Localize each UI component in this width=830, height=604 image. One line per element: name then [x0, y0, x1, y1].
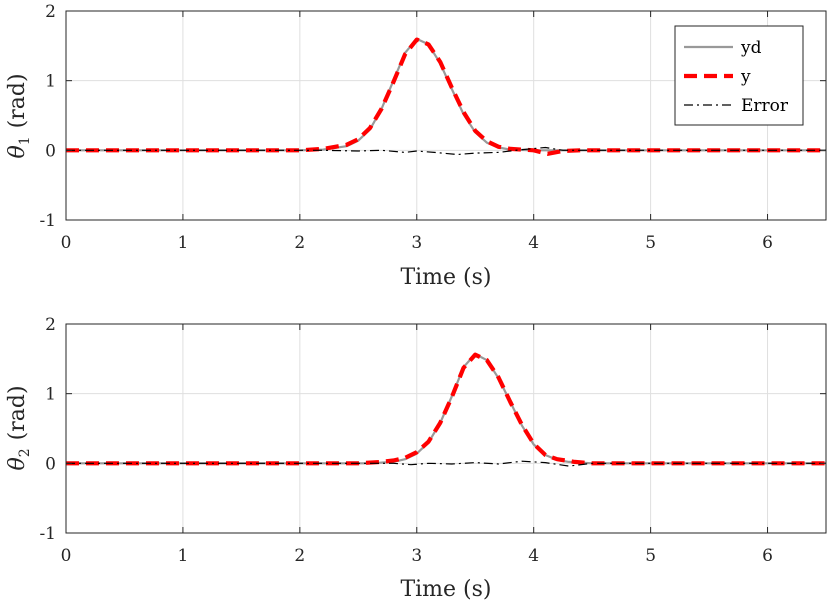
- legend-label-y: y: [740, 67, 751, 87]
- x-tick-label: 6: [762, 233, 773, 253]
- y-tick-label: 2: [45, 2, 56, 22]
- x-tick-label: 6: [762, 546, 773, 566]
- x-tick-label: 0: [61, 546, 72, 566]
- y-tick-label: 0: [45, 454, 56, 474]
- y-tick-label: -1: [39, 211, 56, 231]
- x-tick-label: 0: [61, 233, 72, 253]
- y-axis-label-symbol: θ: [5, 457, 30, 470]
- x-tick-label: 4: [528, 546, 539, 566]
- x-tick-label: 3: [411, 233, 422, 253]
- x-axis-label: Time (s): [400, 265, 491, 290]
- y-tick-label: 0: [45, 141, 56, 161]
- series-line-y: [66, 352, 826, 466]
- y-axis-label-unit: (rad): [5, 73, 30, 128]
- x-tick-label: 2: [294, 546, 305, 566]
- x-axis-label: Time (s): [400, 577, 491, 602]
- y-tick-label: -1: [39, 524, 56, 544]
- y-tick-label: 2: [45, 315, 56, 335]
- plot-area: [66, 324, 826, 533]
- y-axis-label: θ2 (rad): [5, 385, 33, 470]
- y-axis-label: θ1 (rad): [5, 73, 33, 158]
- y-tick-label: 1: [45, 72, 56, 92]
- x-tick-label: 5: [645, 233, 656, 253]
- legend: yd y Error: [674, 25, 804, 126]
- x-tick-label: 1: [178, 233, 189, 253]
- y-axis-label-subscript: 1: [17, 136, 33, 145]
- y-axis-label-symbol: θ: [5, 145, 30, 158]
- series-line-y: [66, 37, 826, 156]
- x-tick-label: 1: [178, 546, 189, 566]
- x-tick-label: 5: [645, 546, 656, 566]
- axes-box: [65, 10, 827, 221]
- legend-label-error: Error: [741, 96, 789, 116]
- series-line-error: [66, 460, 826, 467]
- y-tick-label: 1: [45, 385, 56, 405]
- y-axis-label-subscript: 2: [17, 448, 33, 457]
- legend-label-yd: yd: [740, 38, 762, 58]
- y-axis-label-unit: (rad): [5, 385, 30, 440]
- x-tick-label: 2: [294, 233, 305, 253]
- x-tick-label: 4: [528, 233, 539, 253]
- axes-box: [65, 323, 827, 534]
- x-tick-label: 3: [411, 546, 422, 566]
